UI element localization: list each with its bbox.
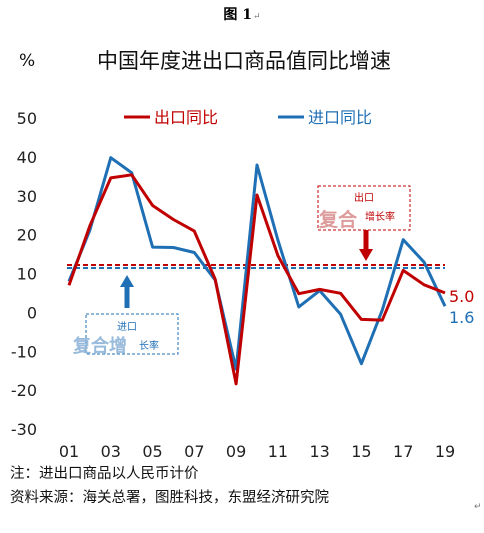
export-annotation-stamp: 复合	[318, 208, 358, 231]
x-tick-label: 05	[142, 442, 162, 460]
y-axis-unit: %	[19, 51, 35, 71]
y-tick-label: 0	[27, 303, 37, 322]
line-chart: % 中国年度进出口商品值同比增速 出口同比 进口同比 50 40 30 20 10 0 -1…	[11, 49, 475, 460]
export-yoy-line	[67, 173, 446, 386]
x-tick-label: 09	[226, 442, 246, 460]
import-end-label: 1.6	[449, 308, 474, 327]
note-currency: 注：进出口商品以人民币计价	[10, 466, 199, 482]
import-annotation-stamp: 复合增	[72, 335, 127, 357]
x-tick-label: 07	[184, 442, 204, 460]
import-cagr-annotation: 进口 复合增 长率	[72, 275, 179, 357]
y-tick-label: -20	[11, 381, 37, 400]
x-tick-label: 15	[351, 442, 371, 460]
y-tick-label: -10	[11, 342, 37, 361]
paragraph-mark-icon: ↵	[474, 502, 482, 512]
chart-title: 中国年度进出口商品值同比增速	[97, 49, 391, 73]
return-mark-icon: ↵	[253, 12, 261, 22]
legend-label-import: 进口同比	[308, 108, 372, 127]
export-annotation-title: 出口	[354, 191, 374, 204]
cagr-reference-lines	[67, 263, 445, 270]
import-annotation-box	[85, 313, 179, 355]
export-cagr-annotation: 出口 复合 增长率	[317, 185, 411, 261]
import-annotation-rate: 长率	[139, 339, 159, 352]
y-axis: 50 40 30 20 10 0 -10 -20 -30	[11, 109, 37, 439]
x-axis: 01 03 05 07 09 11 13 15 17 19	[59, 442, 455, 460]
note-source: 资料来源：海关总署，图胜科技，东盟经济研究院	[10, 490, 329, 506]
x-tick-label: 13	[309, 442, 329, 460]
export-end-label: 5.0	[449, 287, 474, 306]
figure-caption-text: 图 1	[223, 7, 253, 23]
y-tick-label: 20	[17, 226, 37, 245]
y-tick-label: 40	[17, 148, 37, 167]
x-tick-label: 11	[268, 442, 288, 460]
x-tick-label: 01	[59, 442, 79, 460]
y-tick-label: 30	[17, 187, 37, 206]
x-tick-label: 03	[101, 442, 121, 460]
export-arrow-head-icon	[359, 249, 373, 261]
legend-label-export: 出口同比	[154, 108, 218, 127]
export-annotation-rate: 增长率	[365, 210, 395, 223]
import-annotation-title: 进口	[117, 321, 137, 333]
import-arrow-head-icon	[120, 275, 134, 287]
y-tick-label: 10	[17, 265, 37, 284]
y-tick-label: 50	[17, 109, 37, 128]
series-lines	[67, 156, 447, 386]
legend: 出口同比 进口同比	[124, 108, 372, 127]
import-yoy-line	[67, 156, 447, 371]
figure-caption: 图 1↵	[0, 4, 484, 24]
x-tick-label: 17	[393, 442, 413, 460]
x-tick-label: 19	[435, 442, 455, 460]
y-tick-label: -30	[11, 420, 37, 439]
